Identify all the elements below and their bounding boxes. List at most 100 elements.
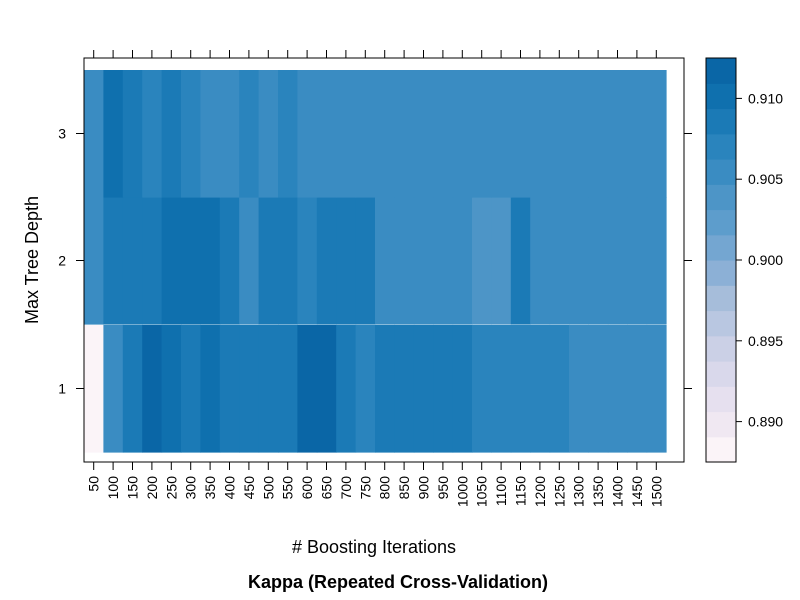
colorbar: 0.890 0.895 0.900 0.905 0.910 (705, 57, 783, 463)
heatmap-cell-depth1-iter800 (375, 325, 395, 453)
heatmap-cell-depth1-iter1100 (491, 325, 512, 453)
x-tick-label: 1350 (590, 476, 606, 507)
heatmap-cell-depth1-iter1450 (627, 325, 648, 453)
colorbar-tick-label: 0.900 (748, 252, 783, 268)
y-tick-label: 3 (58, 126, 66, 142)
heatmap-cell-depth1-iter700 (336, 325, 357, 453)
x-tick-label: 1450 (629, 476, 645, 507)
x-axis-ticks: 50 100 150 200 250 300 350 400 450 500 550 600 650 70… (86, 50, 664, 507)
heatmap-cell-depth1-iter450 (239, 325, 260, 453)
colorbar-swatch (706, 361, 736, 387)
heatmap-cell-depth1-iter250 (161, 325, 182, 453)
x-axis-label: # Boosting Iterations (292, 537, 456, 557)
heatmap-cell-depth2-iter1050 (472, 197, 492, 325)
heatmap-cell-depth2-iter100 (103, 197, 124, 325)
colorbar-swatch (706, 133, 736, 160)
heatmap-cell-depth2-iter450 (239, 197, 260, 325)
heatmap-cell-depth3-iter1100 (491, 70, 512, 198)
x-tick-label: 500 (260, 476, 276, 500)
heatmap-cell-depth1-iter350 (200, 325, 221, 453)
x-tick-label: 600 (299, 476, 315, 500)
heatmap-cell-depth3-iter300 (181, 70, 201, 198)
x-tick-label: 850 (396, 476, 412, 500)
heatmap-cell-depth3-iter700 (336, 70, 357, 198)
heatmap-cell-depth3-iter850 (394, 70, 415, 198)
heatmap-cell-depth2-iter50 (84, 197, 104, 325)
x-tick-label: 1400 (610, 476, 626, 507)
y-axis-label: Max Tree Depth (22, 196, 42, 324)
colorbar-swatch (706, 310, 736, 337)
x-tick-label: 400 (222, 476, 238, 500)
colorbar-swatch (706, 234, 736, 261)
heatmap-cell-depth1-iter550 (278, 325, 298, 453)
heatmap-cell-depth2-iter1200 (530, 197, 551, 325)
x-tick-label: 1200 (532, 476, 548, 507)
heatmap-cell-depth1-iter1500 (646, 325, 667, 453)
heatmap-cell-depth3-iter1400 (607, 70, 628, 198)
heatmap-cell-depth3-iter550 (278, 70, 298, 198)
heatmap-cell-depth3-iter500 (258, 70, 279, 198)
x-tick-label: 50 (86, 476, 102, 492)
heatmap-cell-depth2-iter300 (181, 197, 201, 325)
heatmap-cell-depth3-iter350 (200, 70, 221, 198)
colorbar-swatch (706, 411, 736, 438)
x-tick-label: 900 (416, 476, 432, 500)
heatmap-cell-depth1-iter500 (258, 325, 279, 453)
x-tick-label: 950 (435, 476, 451, 500)
heatmap-cell-depth3-iter250 (161, 70, 182, 198)
colorbar-tick-label: 0.905 (748, 171, 783, 187)
heatmap-cell-depth2-iter500 (258, 197, 279, 325)
heatmap-cell-depth2-iter850 (394, 197, 415, 325)
heatmap-cell-depth2-iter750 (355, 197, 376, 325)
y-axis-ticks: 1 2 3 (58, 126, 692, 397)
y-tick-label: 1 (58, 381, 66, 397)
heatmap-cell-depth3-iter1050 (472, 70, 492, 198)
heatmap-cell-depth1-iter1400 (607, 325, 628, 453)
heatmap-cell-depth3-iter200 (142, 70, 163, 198)
heatmap-cell-depth3-iter1350 (588, 70, 609, 198)
heatmap-cell-depth3-iter1150 (510, 70, 531, 198)
heatmap-cells (84, 70, 667, 453)
heatmap-cell-depth2-iter1000 (452, 197, 473, 325)
heatmap-cell-depth2-iter1400 (607, 197, 628, 325)
x-tick-label: 1300 (571, 476, 587, 507)
x-tick-label: 300 (183, 476, 199, 500)
x-tick-label: 150 (125, 476, 141, 500)
colorbar-swatch (706, 386, 736, 413)
heatmap-cell-depth2-iter1350 (588, 197, 609, 325)
heatmap-cell-depth1-iter150 (122, 325, 143, 453)
colorbar-swatch (706, 260, 736, 286)
heatmap-cell-depth3-iter1500 (646, 70, 667, 198)
heatmap-cell-depth2-iter250 (161, 197, 182, 325)
heatmap-cell-depth2-iter900 (413, 197, 434, 325)
heatmap-cell-depth3-iter750 (355, 70, 376, 198)
colorbar-swatch (706, 83, 736, 110)
x-tick-label: 1100 (493, 476, 509, 506)
heatmap-cell-depth3-iter400 (219, 70, 240, 198)
heatmap-cell-depth2-iter1500 (646, 197, 667, 325)
heatmap-cell-depth3-iter950 (433, 70, 454, 198)
heatmap-cell-depth1-iter1050 (472, 325, 492, 453)
heatmap-cell-depth3-iter1000 (452, 70, 473, 198)
heatmap-cell-depth1-iter300 (181, 325, 201, 453)
x-tick-label: 1250 (551, 476, 567, 507)
heatmap-cell-depth2-iter1100 (491, 197, 512, 325)
heatmap-cell-depth2-iter1300 (569, 197, 589, 325)
heatmap-cell-depth2-iter350 (200, 197, 221, 325)
heatmap-cell-depth1-iter1200 (530, 325, 551, 453)
heatmap-cell-depth2-iter1250 (549, 197, 570, 325)
x-tick-label: 250 (163, 476, 179, 500)
heatmap-cell-depth2-iter800 (375, 197, 395, 325)
colorbar-swatch (706, 335, 736, 362)
heatmap-cell-depth3-iter650 (316, 70, 337, 198)
x-tick-label: 750 (357, 476, 373, 500)
heatmap-cell-depth2-iter200 (142, 197, 163, 325)
heatmap-cell-depth3-iter150 (122, 70, 143, 198)
colorbar-swatch (706, 159, 736, 185)
heatmap-cell-depth2-iter1150 (510, 197, 531, 325)
colorbar-tick-label: 0.890 (748, 414, 783, 430)
x-tick-label: 450 (241, 476, 257, 500)
heatmap-cell-depth1-iter1250 (549, 325, 570, 453)
x-tick-label: 200 (144, 476, 160, 500)
